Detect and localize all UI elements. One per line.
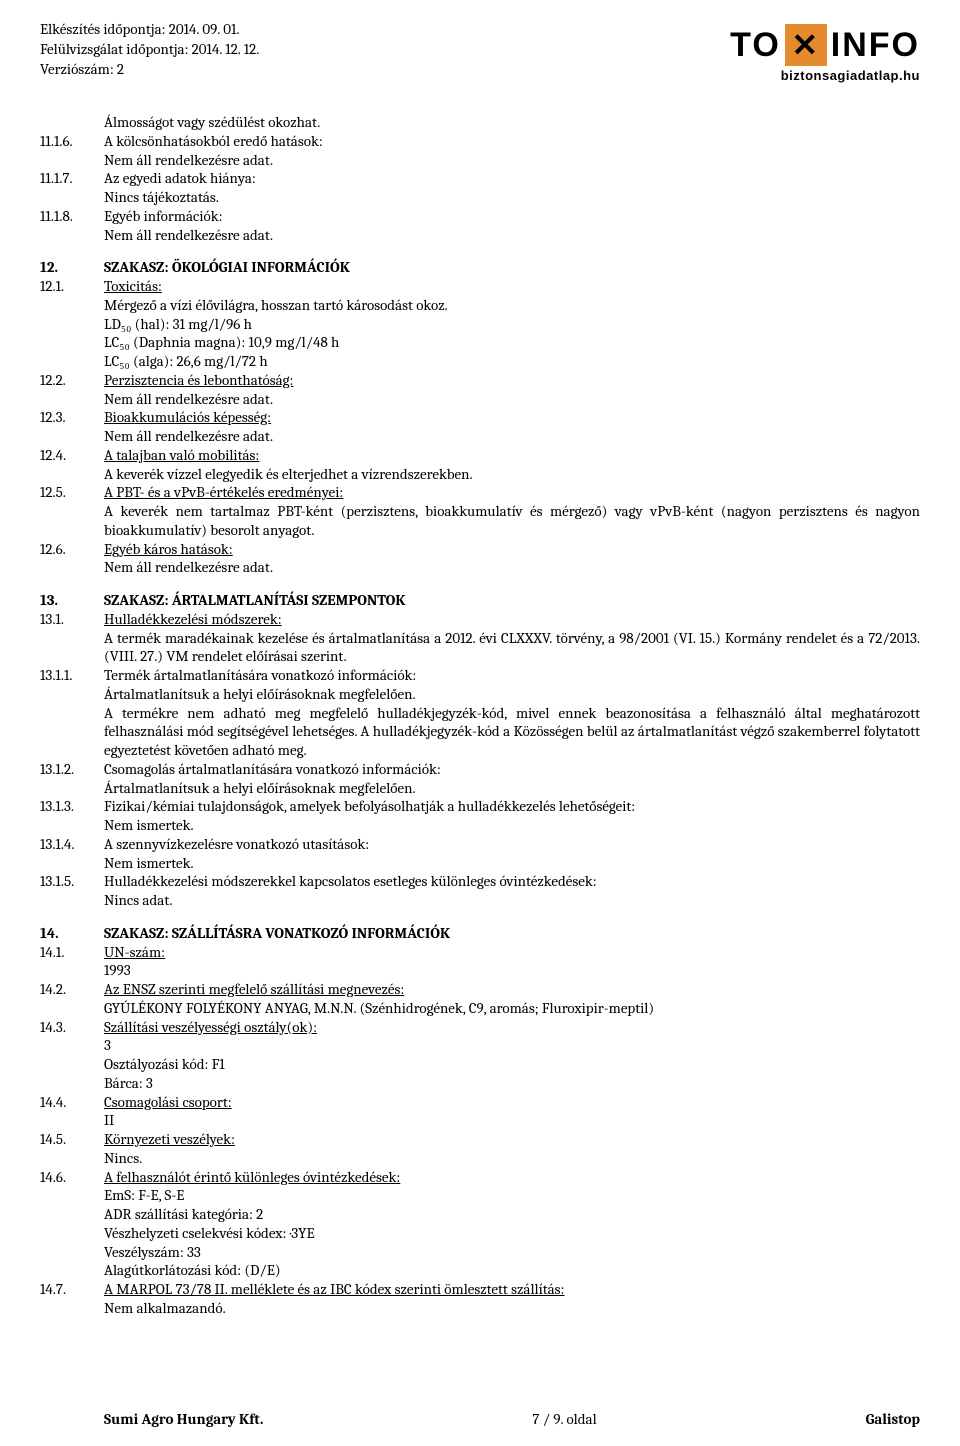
section-number: 14. xyxy=(40,924,104,943)
text-line: Nincs. xyxy=(40,1149,920,1168)
section-number: 13.1.2. xyxy=(40,760,104,779)
section-title: A kölcsönhatásokból eredő hatások: xyxy=(104,132,920,151)
logo-text-to: TO xyxy=(730,26,781,65)
section-number: 12.1. xyxy=(40,277,104,296)
section-number: 14.2. xyxy=(40,980,104,999)
section-number: 11.1.8. xyxy=(40,207,104,226)
section-number: 11.1.6. xyxy=(40,132,104,151)
section-title: Az ENSZ szerinti megfelelő szállítási me… xyxy=(104,980,920,999)
section-title: A PBT- és a vPvB-értékelés eredményei: xyxy=(104,483,920,502)
text-paragraph: A termék maradékainak kezelése és ártalm… xyxy=(40,629,920,667)
text-line: Nem áll rendelkezésre adat. xyxy=(40,427,920,446)
section-number: 12.2. xyxy=(40,371,104,390)
logo-x-icon: ✕ xyxy=(785,24,827,66)
section-title: Az egyedi adatok hiánya: xyxy=(104,169,920,188)
text-line: GYÚLÉKONY FOLYÉKONY ANYAG, M.N.N. (Szénh… xyxy=(40,999,920,1018)
logo-subtitle: biztonsagiadatlap.hu xyxy=(730,68,920,83)
section-title: Egyéb információk: xyxy=(104,207,920,226)
section-title: Csomagolási csoport: xyxy=(104,1093,920,1112)
section-title: A talajban való mobilitás: xyxy=(104,446,920,465)
text-line: II xyxy=(40,1111,920,1130)
section-title: Toxicitás: xyxy=(104,277,920,296)
section-title: Hulladékkezelési módszerek: xyxy=(104,610,920,629)
prep-date: Elkészítés időpontja: 2014. 09. 01. xyxy=(40,20,259,38)
text-paragraph: A termékre nem adható meg megfelelő hull… xyxy=(40,704,920,760)
text-line: A keverék vízzel elegyedik és elterjedhe… xyxy=(40,465,920,484)
text-line: Mérgező a vízi élővilágra, hosszan tartó… xyxy=(40,296,920,315)
footer-company: Sumi Agro Hungary Kft. xyxy=(40,1410,263,1428)
logo-text-info: INFO xyxy=(831,26,920,65)
section-title: A szennyvízkezelésre vonatkozó utasításo… xyxy=(104,835,920,854)
section-number: 12.6. xyxy=(40,540,104,559)
section-number: 14.3. xyxy=(40,1018,104,1037)
text-line: 1993 xyxy=(40,961,920,980)
text-line: Nem áll rendelkezésre adat. xyxy=(40,390,920,409)
text-line: Nem áll rendelkezésre adat. xyxy=(40,226,920,245)
section-number: 14.7. xyxy=(40,1280,104,1299)
document-body: Álmosságot vagy szédülést okozhat. 11.1.… xyxy=(40,113,920,1318)
text-line: EmS: F-E, S-E xyxy=(40,1186,920,1205)
text-line: Nem áll rendelkezésre adat. xyxy=(40,558,920,577)
section-number: 12.3. xyxy=(40,408,104,427)
review-date: Felülvizsgálat időpontja: 2014. 12. 12. xyxy=(40,40,259,58)
section-number: 11.1.7. xyxy=(40,169,104,188)
text-line: Vészhelyzeti cselekvési kódex: ·3YE xyxy=(40,1224,920,1243)
section-heading: SZAKASZ: SZÁLLÍTÁSRA VONATKOZÓ INFORMÁCI… xyxy=(104,924,920,943)
section-title: Hulladékkezelési módszerekkel kapcsolato… xyxy=(104,872,920,891)
text-line: Ártalmatlanítsuk a helyi előírásoknak me… xyxy=(40,685,920,704)
text-line: Alagútkorlátozási kód: (D/E) xyxy=(40,1261,920,1280)
text-line: LC₅₀ (alga): 26,6 mg/l/72 h xyxy=(40,352,920,371)
section-number: 12. xyxy=(40,258,104,277)
text-line: 3 xyxy=(40,1036,920,1055)
header-logo: TO ✕ INFO biztonsagiadatlap.hu xyxy=(730,20,920,83)
footer-product: Galistop xyxy=(866,1410,920,1428)
section-number: 14.4. xyxy=(40,1093,104,1112)
section-number: 12.5. xyxy=(40,483,104,502)
section-title: Fizikai/kémiai tulajdonságok, amelyek be… xyxy=(104,797,920,816)
section-title: Termék ártalmatlanítására vonatkozó info… xyxy=(104,666,920,685)
section-number: 13.1.5. xyxy=(40,872,104,891)
version: Verziószám: 2 xyxy=(40,60,259,78)
text-line: Ártalmatlanítsuk a helyi előírásoknak me… xyxy=(40,779,920,798)
text-line: Nincs adat. xyxy=(40,891,920,910)
section-number: 14.5. xyxy=(40,1130,104,1149)
text-line: Osztályozási kód: F1 xyxy=(40,1055,920,1074)
section-number: 13.1.4. xyxy=(40,835,104,854)
section-number: 13.1.3. xyxy=(40,797,104,816)
text-line: ADR szállítási kategória: 2 xyxy=(40,1205,920,1224)
text-paragraph: A keverék nem tartalmaz PBT-ként (perzis… xyxy=(40,502,920,540)
section-title: A felhasználót érintő különleges óvintéz… xyxy=(104,1168,920,1187)
text-line: Nem ismertek. xyxy=(40,816,920,835)
text-line: Veszélyszám: 33 xyxy=(40,1243,920,1262)
text-line: Nem ismertek. xyxy=(40,854,920,873)
section-title: UN-szám: xyxy=(104,943,920,962)
section-number: 13.1. xyxy=(40,610,104,629)
text-line: Nem alkalmazandó. xyxy=(40,1299,920,1318)
section-heading: SZAKASZ: ÖKOLÓGIAI INFORMÁCIÓK xyxy=(104,258,920,277)
text-line: Nem áll rendelkezésre adat. xyxy=(40,151,920,170)
logo: TO ✕ INFO xyxy=(730,24,920,66)
section-title: Egyéb káros hatások: xyxy=(104,540,920,559)
section-title: A MARPOL 73/78 II. melléklete és az IBC … xyxy=(104,1280,920,1299)
text-line: LC₅₀ (Daphnia magna): 10,9 mg/l/48 h xyxy=(40,333,920,352)
text-line: Álmosságot vagy szédülést okozhat. xyxy=(40,113,920,132)
section-title: Szállítási veszélyességi osztály(ok): xyxy=(104,1018,920,1037)
section-title: Bioakkumulációs képesség: xyxy=(104,408,920,427)
header-meta: Elkészítés időpontja: 2014. 09. 01. Felü… xyxy=(40,20,259,80)
section-number: 14.6. xyxy=(40,1168,104,1187)
footer-page-number: 7 / 9. oldal xyxy=(532,1410,596,1428)
section-number: 12.4. xyxy=(40,446,104,465)
section-title: Csomagolás ártalmatlanítására vonatkozó … xyxy=(104,760,920,779)
section-title: Perzisztencia és lebonthatóság: xyxy=(104,371,920,390)
section-number: 14.1. xyxy=(40,943,104,962)
section-number: 13. xyxy=(40,591,104,610)
section-heading: SZAKASZ: ÁRTALMATLANÍTÁSI SZEMPONTOK xyxy=(104,591,920,610)
section-number: 13.1.1. xyxy=(40,666,104,685)
section-title: Környezeti veszélyek: xyxy=(104,1130,920,1149)
text-line: LD₅₀ (hal): 31 mg/l/96 h xyxy=(40,315,920,334)
text-line: Nincs tájékoztatás. xyxy=(40,188,920,207)
text-line: Bárca: 3 xyxy=(40,1074,920,1093)
page-footer: Sumi Agro Hungary Kft. 7 / 9. oldal Gali… xyxy=(40,1410,920,1428)
